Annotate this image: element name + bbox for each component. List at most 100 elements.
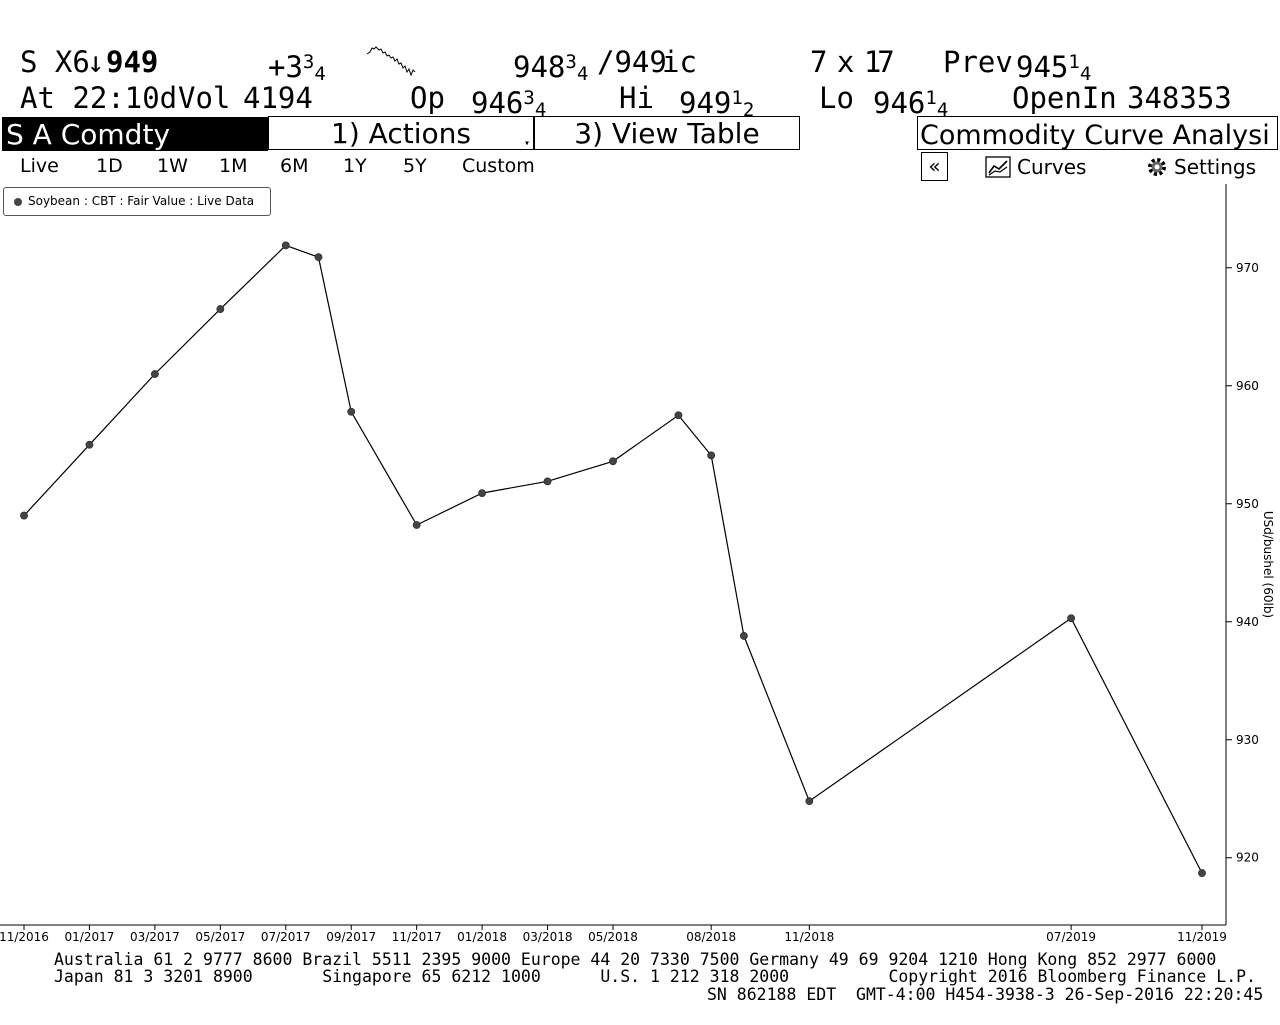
x-tick-label: 03/2017 xyxy=(130,930,180,944)
low-den: 4 xyxy=(936,99,949,121)
volume: 4194 xyxy=(243,81,313,115)
data-point xyxy=(412,521,421,529)
bid-ask-size: 7 x 17 xyxy=(810,45,895,79)
data-point xyxy=(739,632,748,640)
data-point xyxy=(805,797,814,806)
vol-label: Vol xyxy=(178,81,231,115)
series-line xyxy=(23,244,1203,874)
low-price: 94614 xyxy=(873,82,948,126)
data-point xyxy=(314,253,323,262)
range-1d-button[interactable]: 1D xyxy=(96,155,123,177)
bid-price: 94834 xyxy=(513,46,588,90)
range-live-button[interactable]: Live xyxy=(20,155,59,177)
last-price: 949 xyxy=(106,45,159,79)
open-whole: 946 xyxy=(471,86,524,120)
low-num: 1 xyxy=(925,87,937,109)
open-den: 4 xyxy=(534,99,547,121)
data-point xyxy=(281,241,290,250)
x-tick-label: 11/2018 xyxy=(784,930,834,944)
y-tick-label: 960 xyxy=(1236,379,1259,393)
high-num: 1 xyxy=(731,87,743,109)
net-change-whole: +3 xyxy=(268,50,303,84)
high-price: 94912 xyxy=(679,82,754,126)
open-interest-label: OpenIn xyxy=(1012,81,1117,115)
settings-button[interactable]: Settings xyxy=(1146,155,1256,179)
net-change-den: 4 xyxy=(314,63,326,85)
y-axis-title: USd/bushel (60lb) xyxy=(1261,511,1275,618)
x-tick-label: 11/2017 xyxy=(392,930,442,944)
data-point xyxy=(543,477,552,486)
prev-num: 1 xyxy=(1068,51,1080,73)
x-tick-label: 01/2018 xyxy=(457,930,507,944)
security-field[interactable]: S A Comdty xyxy=(2,117,268,151)
open-label: Op xyxy=(410,81,445,115)
curves-icon xyxy=(985,156,1011,178)
view-table-button[interactable]: 3) View Table xyxy=(534,116,800,150)
data-point xyxy=(20,511,28,520)
bid-num: 3 xyxy=(565,51,577,73)
high-den: 2 xyxy=(742,99,755,121)
range-custom-button[interactable]: Custom xyxy=(462,155,535,177)
prev-close: 94514 xyxy=(1016,46,1091,90)
net-change: +334 xyxy=(268,46,326,90)
gear-icon xyxy=(1148,158,1166,176)
legend-marker xyxy=(14,198,22,206)
curves-button[interactable]: Curves xyxy=(985,155,1086,179)
x-tick-label: 09/2017 xyxy=(326,930,376,944)
footer-contacts-line2: Japan 81 3 3201 8900 Singapore 65 6212 1… xyxy=(54,967,1256,986)
settings-label: Settings xyxy=(1174,155,1257,179)
x-tick-label: 07/2017 xyxy=(261,930,311,944)
range-5y-button[interactable]: 5Y xyxy=(403,155,427,177)
bid-den: 4 xyxy=(576,63,589,85)
actions-menu-button[interactable]: 1) Actions xyxy=(268,116,534,150)
x-tick-label: 01/2017 xyxy=(65,930,115,944)
x-tick-label: 11/2019 xyxy=(1177,930,1227,944)
low-whole: 946 xyxy=(873,86,926,120)
x-tick-label: 11/2016 xyxy=(0,930,49,944)
x-tick-label: 05/2017 xyxy=(195,930,245,944)
collapse-panel-button[interactable]: « xyxy=(921,152,948,181)
range-1m-button[interactable]: 1M xyxy=(219,155,248,177)
chart-legend[interactable]: Soybean : CBT : Fair Value : Live Data xyxy=(3,187,271,216)
prev-whole: 945 xyxy=(1016,50,1069,84)
prev-label: Prev xyxy=(943,45,1013,79)
range-6m-button[interactable]: 6M xyxy=(280,155,309,177)
down-arrow-icon: ↓ xyxy=(87,45,105,79)
y-tick-label: 970 xyxy=(1236,261,1259,275)
y-tick-label: 950 xyxy=(1236,497,1259,511)
function-title: Commodity Curve Analysi xyxy=(917,116,1278,150)
high-whole: 949 xyxy=(679,86,732,120)
data-point xyxy=(347,407,356,416)
dropdown-marker-icon: ▾ xyxy=(524,138,531,149)
ask-price: /949 xyxy=(597,45,667,79)
footer-contacts-line1: Australia 61 2 9777 8600 Brazil 5511 239… xyxy=(54,950,1217,969)
curve-chart: 920 930 940 950 960 970 USd/bushel (60lb) 11/20… xyxy=(0,184,1275,944)
ticker: S X6 xyxy=(20,45,90,79)
data-point xyxy=(1198,869,1206,877)
data-point xyxy=(85,440,94,449)
open-num: 3 xyxy=(523,87,535,109)
bid-whole: 948 xyxy=(513,50,566,84)
open-interest: 348353 xyxy=(1127,81,1232,115)
data-point xyxy=(674,411,683,420)
ask-condition: ic xyxy=(662,45,697,79)
data-point xyxy=(609,457,617,466)
net-change-num: 3 xyxy=(302,51,315,73)
y-tick-label: 940 xyxy=(1236,615,1259,629)
range-1w-button[interactable]: 1W xyxy=(157,155,188,177)
low-label: Lo xyxy=(819,81,854,115)
curves-label: Curves xyxy=(1017,155,1087,179)
data-point xyxy=(216,305,225,313)
range-1y-button[interactable]: 1Y xyxy=(343,155,367,177)
x-tick-label: 08/2018 xyxy=(686,930,736,944)
last-trade-time: At 22:10d xyxy=(20,81,178,115)
data-point xyxy=(707,451,716,460)
intraday-sparkline xyxy=(367,46,416,77)
footer-session-info: SN 862188 EDT GMT-4:00 H454-3938-3 26-Se… xyxy=(707,985,1264,1004)
high-label: Hi xyxy=(619,81,654,115)
legend-series-label: Soybean : CBT : Fair Value : Live Data xyxy=(28,194,255,208)
open-price: 94634 xyxy=(471,82,546,126)
data-point xyxy=(1067,614,1076,623)
data-point xyxy=(478,489,487,498)
y-tick-label: 920 xyxy=(1236,851,1259,865)
